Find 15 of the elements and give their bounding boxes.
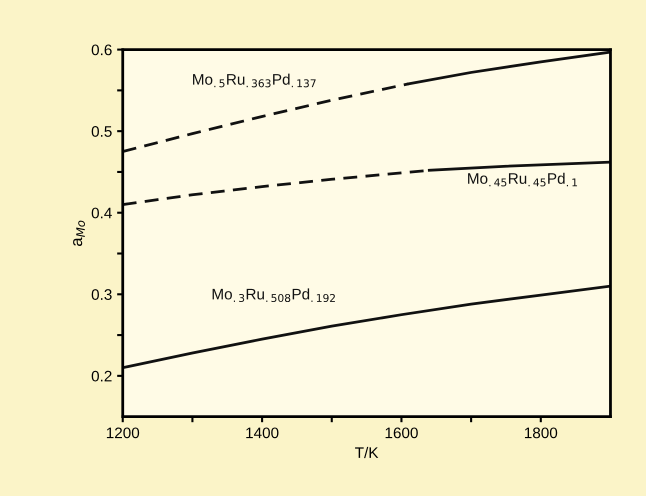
y-tick-label: 0.4 [92, 208, 112, 218]
x-tick-label: 1200 [106, 427, 140, 438]
x-tick-label: 1800 [524, 427, 558, 438]
y-tick-label: 0.2 [92, 370, 112, 382]
y-tick-label: 0.5 [92, 126, 112, 137]
x-tick-label: 1400 [246, 427, 278, 438]
x-axis-title: T/K [355, 446, 378, 458]
series-label: Mo$_{.3}$Ru$_{.508}$Pd$_{.192}$ [212, 288, 335, 302]
x-tick-label: 1600 [386, 427, 418, 438]
line-series [122, 284, 610, 370]
series-label: Mo$_{.45}$Ru$_{.45}$Pd$_{.1}$ [468, 172, 578, 186]
y-tick-label: 0.3 [92, 289, 112, 300]
y-tick-label: 0.6 [92, 44, 112, 56]
series-label: Mo$_{.5}$Ru$_{.363}$Pd$_{.137}$ [193, 74, 316, 88]
y-axis-title: a$_{Mo}$ [73, 220, 85, 246]
